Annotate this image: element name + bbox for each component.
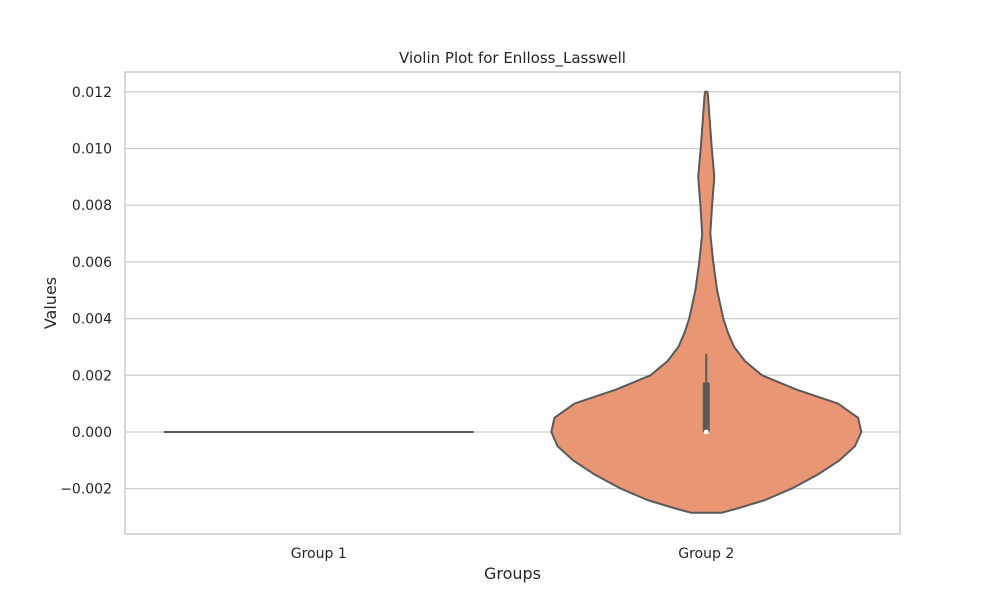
violin-median-point (703, 429, 709, 435)
y-tick-label: 0.000 (72, 425, 112, 441)
y-tick-label: 0.006 (72, 255, 112, 271)
x-tick-label: Group 1 (291, 546, 347, 562)
y-tick-labels: −0.002 0.000 0.002 0.004 0.006 0.008 0.010 0.01… (60, 85, 112, 498)
y-tick-label: 0.012 (72, 85, 112, 101)
y-tick-label: 0.008 (72, 198, 112, 214)
y-tick-label: 0.002 (72, 368, 112, 384)
y-tick-label: −0.002 (60, 482, 112, 498)
chart-title: Violin Plot for Enlloss_Lasswell (399, 49, 626, 68)
x-axis-label: Groups (484, 564, 541, 583)
violin-body (550, 90, 863, 514)
y-tick-label: 0.004 (72, 312, 112, 328)
violin-group-2 (550, 90, 863, 514)
x-tick-labels: Group 1 Group 2 (291, 546, 734, 562)
y-axis-label: Values (41, 277, 60, 329)
y-tick-label: 0.010 (72, 142, 112, 158)
violin-iqr-box (702, 382, 710, 432)
x-tick-label: Group 2 (678, 546, 734, 562)
plot-frame (124, 71, 901, 535)
violins (163, 90, 863, 514)
